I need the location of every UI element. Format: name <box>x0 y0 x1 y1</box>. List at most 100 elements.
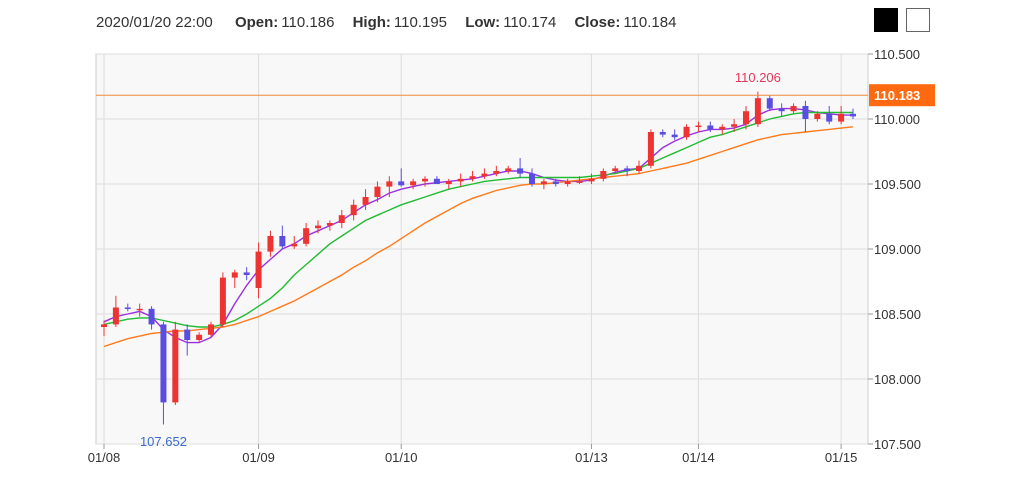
candle-body <box>754 98 761 125</box>
candle <box>291 236 298 249</box>
candle-body <box>445 181 452 184</box>
low-label: Low: <box>465 14 501 31</box>
x-axis: 01/08 01/09 01/10 01/13 01/14 01/15 <box>88 444 858 465</box>
candle-body <box>683 126 690 138</box>
ohlc-header: 2020/01/20 22:00 Open: 110.186 High: 110.1… <box>96 14 676 31</box>
candle <box>564 178 571 187</box>
candle-body <box>315 225 321 229</box>
candle-body <box>600 171 607 179</box>
candle-body <box>707 125 714 130</box>
candle <box>112 295 119 327</box>
candle <box>326 220 333 231</box>
candle <box>695 121 702 132</box>
candle <box>338 210 345 229</box>
open-value: 110.186 <box>281 14 335 31</box>
current-price-badge <box>869 84 935 107</box>
y-axis: 107.500 108.000 108.500 109.000 109.500 110.0… <box>868 47 921 452</box>
candle-body <box>386 181 393 187</box>
candle-body <box>398 181 405 186</box>
candle-body <box>338 215 345 223</box>
y-tick-label: 107.500 <box>874 437 921 452</box>
candle <box>136 303 143 317</box>
candle <box>410 178 417 190</box>
candle <box>790 103 797 114</box>
light-theme-button[interactable] <box>906 8 930 32</box>
x-tick-label: 01/09 <box>242 450 275 465</box>
candle-body <box>624 168 631 171</box>
candle <box>445 178 452 190</box>
close-value: 110.184 <box>623 14 677 31</box>
candle <box>838 106 845 125</box>
candle-body <box>564 181 571 184</box>
candle-body <box>636 165 642 171</box>
candle-body <box>695 125 702 127</box>
candle <box>398 168 405 187</box>
current-price-label: 110.183 <box>874 88 920 103</box>
candle <box>255 242 262 299</box>
candle <box>243 267 250 281</box>
candle <box>279 225 286 249</box>
y-tick-label: 110.500 <box>874 47 920 62</box>
candle-body <box>826 113 833 122</box>
candle <box>850 108 856 119</box>
candle <box>671 129 678 140</box>
candle <box>386 176 393 197</box>
ma-short-line <box>103 107 853 344</box>
candle-body <box>101 324 107 327</box>
low-annotation: 107.652 <box>140 434 187 449</box>
close-label: Close: <box>574 14 621 31</box>
candle <box>184 324 191 356</box>
candle-body <box>517 168 524 174</box>
candle <box>148 306 155 330</box>
candle <box>219 272 226 327</box>
y-tick-label: 109.000 <box>874 242 921 257</box>
candle <box>362 189 369 210</box>
y-tick-label: 110.000 <box>874 112 920 127</box>
candle <box>743 106 749 130</box>
candle <box>124 303 131 312</box>
candle-body <box>802 106 809 119</box>
candle <box>540 178 547 190</box>
candle <box>433 176 440 184</box>
candle <box>778 103 785 117</box>
dark-theme-button[interactable] <box>874 8 898 32</box>
candle-body <box>410 181 417 186</box>
candle-body <box>838 113 845 122</box>
candle <box>754 91 761 127</box>
candle-body <box>505 168 512 171</box>
candle-body <box>612 168 619 171</box>
candle <box>231 269 238 288</box>
x-tick-label: 01/14 <box>682 450 715 465</box>
candle <box>493 165 500 177</box>
candle-body <box>850 113 856 117</box>
x-tick-label: 01/08 <box>88 450 121 465</box>
candle <box>766 95 773 112</box>
current-price-line: 110.183 <box>96 84 935 107</box>
candle-body <box>196 334 203 340</box>
candle-body <box>267 236 274 252</box>
candle <box>505 165 512 174</box>
candle-body <box>719 126 726 130</box>
candle-body <box>493 171 500 174</box>
candle-body <box>255 251 262 288</box>
ma-long-line <box>103 126 854 348</box>
candle <box>624 165 631 177</box>
candle <box>101 320 107 337</box>
candle <box>196 332 203 343</box>
candle-body <box>243 272 250 275</box>
candle <box>600 168 607 182</box>
candle <box>552 178 559 187</box>
candle <box>731 119 738 132</box>
y-tick-label: 108.000 <box>874 372 921 387</box>
candle <box>374 181 381 203</box>
candle-body <box>112 307 119 325</box>
candle-body <box>374 186 381 197</box>
candle-body <box>469 176 476 179</box>
candle <box>350 199 357 221</box>
candle <box>422 176 428 187</box>
candles <box>101 91 856 425</box>
candle-body <box>552 181 559 184</box>
candle-body <box>219 277 226 325</box>
x-tick-label: 01/15 <box>825 450 858 465</box>
